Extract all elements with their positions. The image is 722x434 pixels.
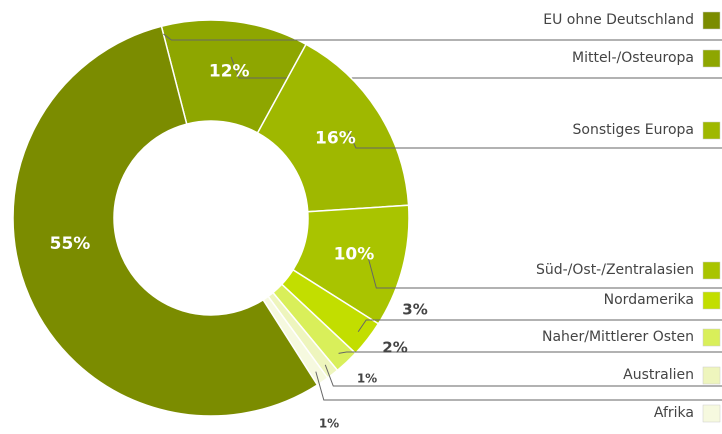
leader-line [315,371,722,401]
legend-swatch [702,366,721,385]
legend-swatch [702,404,721,423]
legend-label: Afrika [654,405,694,421]
leader-line [324,364,722,387]
legend-label: Süd-/Ost-/Zentralasien [536,262,694,278]
leader-line [338,351,722,354]
legend-label: Naher/Mittlerer Osten [542,329,694,345]
legend-swatch [702,291,721,310]
leader-line [367,257,722,289]
donut-slice [256,43,410,213]
legend-swatch [702,121,721,140]
legend-label: Mittel-/Osteuropa [572,50,694,66]
percent-label: 3% [402,301,427,319]
legend-label: Sonstiges Europa [573,122,694,138]
percent-label: 12% [209,62,250,82]
donut-slice [12,25,319,417]
legend-swatch [702,261,721,280]
legend-swatch [702,328,721,347]
percent-label: 1% [357,372,377,386]
percent-label: 10% [334,244,375,264]
legend-label: EU ohne Deutschland [543,12,694,28]
leader-line [230,56,722,79]
leader-line [347,130,722,149]
legend-label: Australien [623,367,694,383]
percent-label: 1% [319,417,339,431]
percent-label: 55% [50,234,91,254]
percent-label: 2% [382,339,407,357]
percent-label: 16% [315,129,356,149]
legend-swatch [702,49,721,68]
leader-line [357,319,722,333]
leader-line [163,33,722,41]
legend-label: Nordamerika [604,292,694,308]
legend-swatch [702,11,721,30]
